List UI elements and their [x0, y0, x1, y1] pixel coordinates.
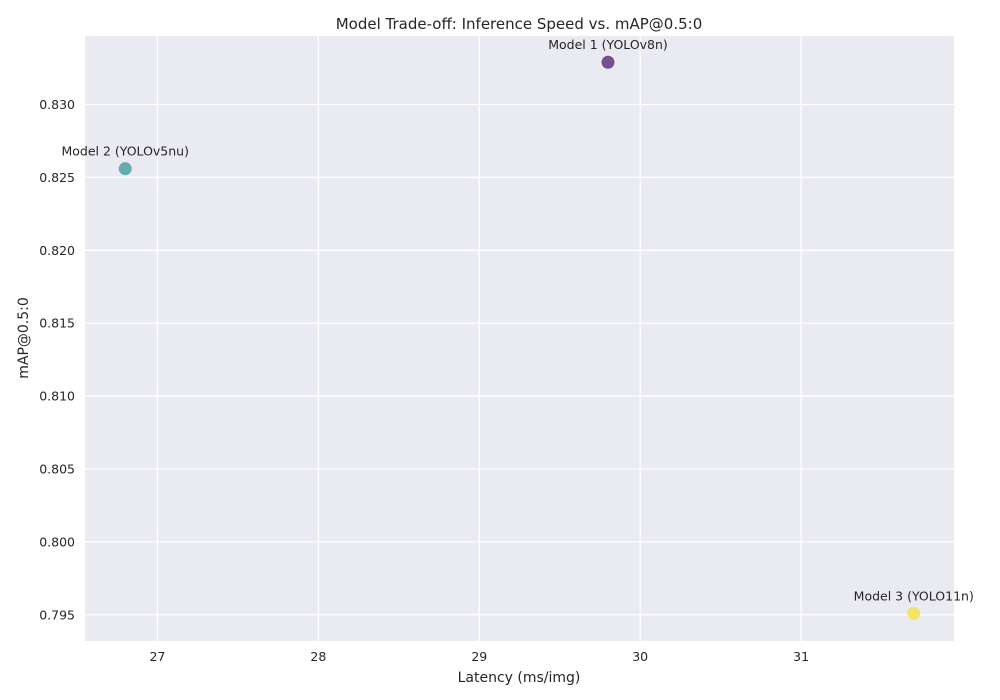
grid [85, 36, 954, 641]
y-tick-label: 0.820 [39, 243, 75, 258]
data-point [118, 162, 132, 176]
data-point [907, 606, 921, 620]
y-tick-label: 0.795 [39, 607, 75, 622]
x-tick-labels: 27 28 29 30 31 [149, 649, 809, 664]
x-tick-label: 27 [149, 649, 165, 664]
point-label: Model 2 (YOLOv5nu) [61, 144, 189, 159]
y-tick-label: 0.830 [39, 97, 75, 112]
y-tick-labels: 0.795 0.800 0.805 0.810 0.815 0.820 0.825 0.830 [39, 97, 75, 622]
point-labels: Model 1 (YOLOv8n) Model 2 (YOLOv5nu) Model… [61, 37, 973, 603]
y-tick-label: 0.805 [39, 461, 75, 476]
y-tick-label: 0.810 [39, 389, 75, 404]
y-tick-label: 0.825 [39, 170, 75, 185]
data-points [118, 55, 921, 620]
y-tick-label: 0.815 [39, 316, 75, 331]
point-label: Model 3 (YOLO11n) [854, 588, 974, 603]
x-tick-label: 31 [793, 649, 809, 664]
x-tick-label: 29 [471, 649, 487, 664]
chart-title: Model Trade-off: Inference Speed vs. mAP… [336, 15, 703, 33]
y-axis-label: mAP@0.5:0 [16, 297, 32, 379]
data-point [601, 55, 615, 69]
point-label: Model 1 (YOLOv8n) [548, 37, 668, 52]
x-axis-label: Latency (ms/img) [458, 670, 581, 686]
x-tick-label: 30 [632, 649, 648, 664]
x-tick-label: 28 [310, 649, 326, 664]
y-tick-label: 0.800 [39, 534, 75, 549]
plot-area [85, 36, 954, 641]
